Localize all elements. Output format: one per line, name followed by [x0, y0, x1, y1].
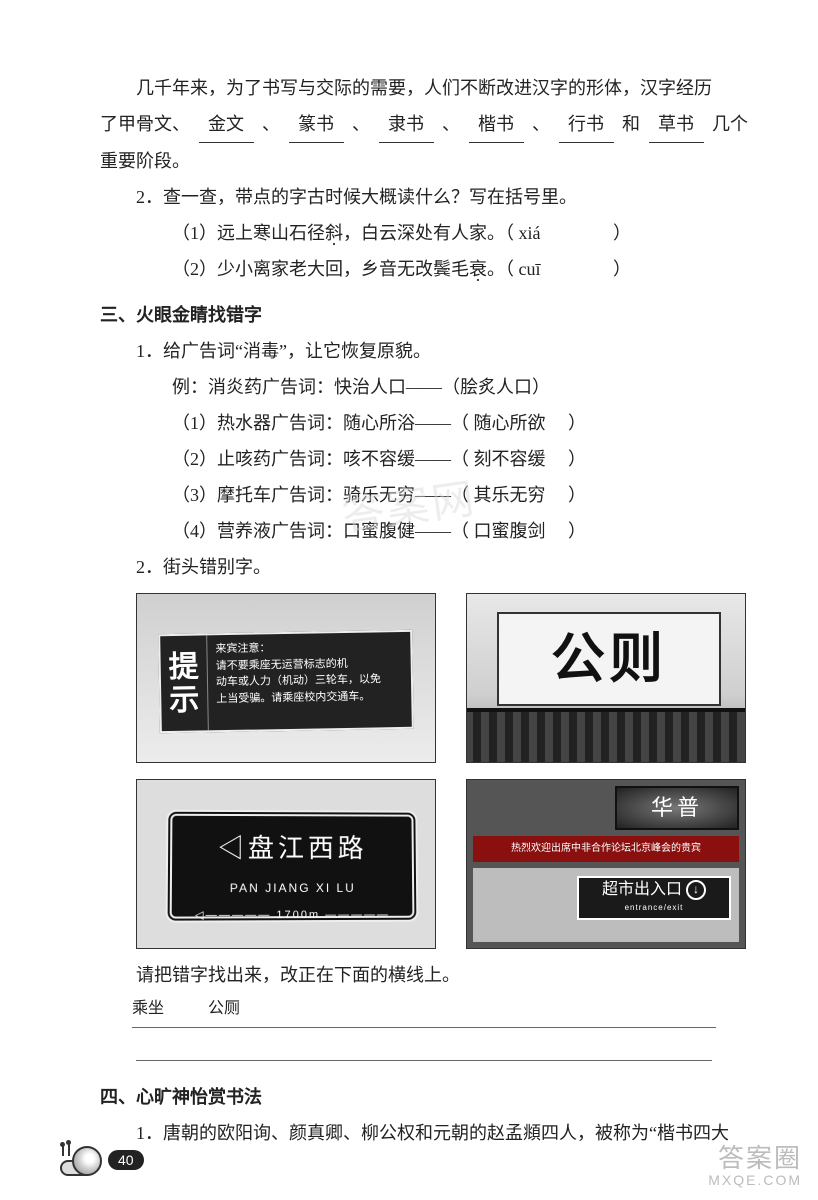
s3-i2-ans: 刻不容缓 — [474, 441, 564, 477]
q2-2-dotchar: 衰 — [469, 251, 487, 287]
s3-i4-pre: （4）营养液广告词：口蜜腹健——（ — [172, 521, 469, 541]
road-sign: ◁盘江西路 PAN JIANG XI LU ◁————— 1700m ————— — [166, 810, 419, 923]
road-cn-text: 盘江西路 — [248, 833, 368, 863]
sep: 、 — [442, 114, 460, 134]
q2-1-dotchar: 斜 — [325, 215, 343, 251]
tishi-char-1: 提 — [168, 650, 199, 684]
s3-item-4: （4）营养液广告词：口蜜腹健——（ 口蜜腹剑 ） — [100, 513, 748, 549]
s3-i3-post: ） — [568, 485, 586, 505]
q2-2-answer: cuī — [519, 251, 609, 287]
gongze-board: 公则 — [497, 612, 721, 706]
store-name: 华普 — [615, 786, 739, 830]
s3-i1-ans: 随心所欲 — [474, 405, 564, 441]
s3-item-3: （3）摩托车广告词：骑乐无穷——（ 其乐无穷 ） — [100, 477, 748, 513]
exit-arrow-icon: ↓ — [686, 880, 706, 900]
s3-item-1: （1）热水器广告词：随心所浴——（ 随心所欲 ） — [100, 405, 748, 441]
s3-find: 请把错字找出来，改正在下面的横线上。 — [100, 957, 748, 993]
page-number: 40 — [108, 1150, 144, 1170]
intro-line2: 了甲骨文、 金文 、 篆书 、 隶书 、 楷书 、 行书 和 草书 几个重要阶段… — [100, 106, 748, 179]
s3-ans-2: 公厕 — [208, 1000, 240, 1017]
s3-example: 例：消炎药广告词：快治人口——（脍炙人口） — [100, 369, 748, 405]
blank-caoshu: 草书 — [649, 106, 704, 143]
photo-supermarket: 华普 热烈欢迎出席中非合作论坛北京峰会的贵宾 超市出入口↓ entrance/e… — [466, 779, 746, 949]
blank-xingshu: 行书 — [559, 106, 614, 143]
s3-p2: 2．街头错别字。 — [100, 549, 748, 585]
s3-i4-post: ） — [568, 521, 586, 541]
blank-jinwen: 金文 — [199, 106, 254, 143]
exit-cn: 超市出入口↓ — [579, 880, 729, 900]
blank-kaishu: 楷书 — [469, 106, 524, 143]
road-prefix: ◁ — [218, 833, 248, 863]
page-content: 几千年来，为了书写与交际的需要，人们不断改进汉字的形体，汉字经历 了甲骨文、 金… — [0, 0, 818, 1191]
road-distance: ◁————— 1700m ————— — [172, 904, 413, 927]
photo-tishi-sign: 提 示 来宾注意： 请不要乘座无运营标志的机 动车或人力（机动）三轮车，以免 上… — [136, 593, 436, 763]
q2-2-pre: （2）少小离家老大回，乡音无改鬓毛 — [172, 259, 469, 279]
q2-item1: （1）远上寒山石径斜，白云深处有人家。（ xiá ） — [100, 215, 748, 251]
s3-i1-post: ） — [568, 413, 586, 433]
blank-zhuanshu: 篆书 — [289, 106, 344, 143]
q2-1-answer: xiá — [519, 215, 609, 251]
s3-i3-ans: 其乐无穷 — [474, 477, 564, 513]
tishi-r3: 动车或人力（机动）三轮车，以免 — [216, 671, 403, 691]
section-4-head: 四、心旷神怡赏书法 — [100, 1079, 748, 1115]
sep: 、 — [352, 114, 370, 134]
roof-tiles — [466, 708, 746, 762]
street-photos: 提 示 来宾注意： 请不要乘座无运营标志的机 动车或人力（机动）三轮车，以免 上… — [136, 593, 748, 949]
exit-sign: 超市出入口↓ entrance/exit — [577, 876, 731, 920]
section-3-head: 三、火眼金睛找错字 — [100, 297, 748, 333]
mid: 和 — [622, 114, 640, 134]
q2-2-post: 。（ — [487, 259, 514, 279]
sep: 、 — [532, 114, 550, 134]
tishi-sign: 提 示 来宾注意： 请不要乘座无运营标志的机 动车或人力（机动）三轮车，以免 上… — [158, 630, 414, 733]
s3-i1-pre: （1）热水器广告词：随心所浴——（ — [172, 413, 469, 433]
snail-icon — [60, 1144, 102, 1176]
exit-cn-text: 超市出入口 — [602, 881, 682, 898]
s3-ans-1: 乘坐 — [132, 1000, 164, 1017]
s3-i4-ans: 口蜜腹剑 — [474, 513, 564, 549]
tishi-right: 来宾注意： 请不要乘座无运营标志的机 动车或人力（机动）三轮车，以免 上当受骗。… — [207, 632, 412, 731]
s3-i3-pre: （3）摩托车广告词：骑乐无穷——（ — [172, 485, 469, 505]
photo-road-sign: ◁盘江西路 PAN JIANG XI LU ◁————— 1700m ————— — [136, 779, 436, 949]
q2-prompt: 2．查一查，带点的字古时候大概读什么？写在括号里。 — [100, 179, 748, 215]
page-footer: 40 — [60, 1144, 144, 1176]
tishi-char-2: 示 — [169, 683, 200, 717]
welcome-banner: 热烈欢迎出席中非合作论坛北京峰会的贵宾 — [473, 836, 739, 862]
s4-p1: 1．唐朝的欧阳询、颜真卿、柳公权和元朝的赵孟頫四人，被称为“楷书四大 — [100, 1115, 748, 1151]
road-cn: ◁盘江西路 — [172, 822, 412, 874]
road-pinyin: PAN JIANG XI LU — [172, 876, 412, 900]
s3-p1: 1．给广告词“消毒”，让它恢复原貌。 — [100, 333, 748, 369]
s3-i2-pre: （2）止咳药广告词：咳不容缓——（ — [172, 449, 469, 469]
tishi-left: 提 示 — [160, 635, 209, 731]
q2-1-post: ，白云深处有人家。（ — [343, 223, 514, 243]
intro-pre: 了甲骨文、 — [100, 114, 190, 134]
blank-lishu: 隶书 — [379, 106, 434, 143]
exit-en: entrance/exit — [579, 900, 729, 916]
tishi-r4: 上当受骗。请乘座校内交通车。 — [216, 687, 403, 707]
s3-item-2: （2）止咳药广告词：咳不容缓——（ 刻不容缓 ） — [100, 441, 748, 477]
q2-1-pre: （1）远上寒山石径 — [172, 223, 325, 243]
q2-2-close: ） — [613, 259, 631, 279]
q2-1-close: ） — [613, 223, 631, 243]
intro-line1: 几千年来，为了书写与交际的需要，人们不断改进汉字的形体，汉字经历 — [100, 70, 748, 106]
sep: 、 — [262, 114, 280, 134]
photo-gongze-sign: 公则 — [466, 593, 746, 763]
q2-item2: （2）少小离家老大回，乡音无改鬓毛衰。（ cuī ） — [100, 251, 748, 287]
s3-blank-line — [136, 1028, 712, 1061]
s3-i2-post: ） — [568, 449, 586, 469]
s3-answer-line: 乘坐 公厕 — [132, 993, 716, 1028]
